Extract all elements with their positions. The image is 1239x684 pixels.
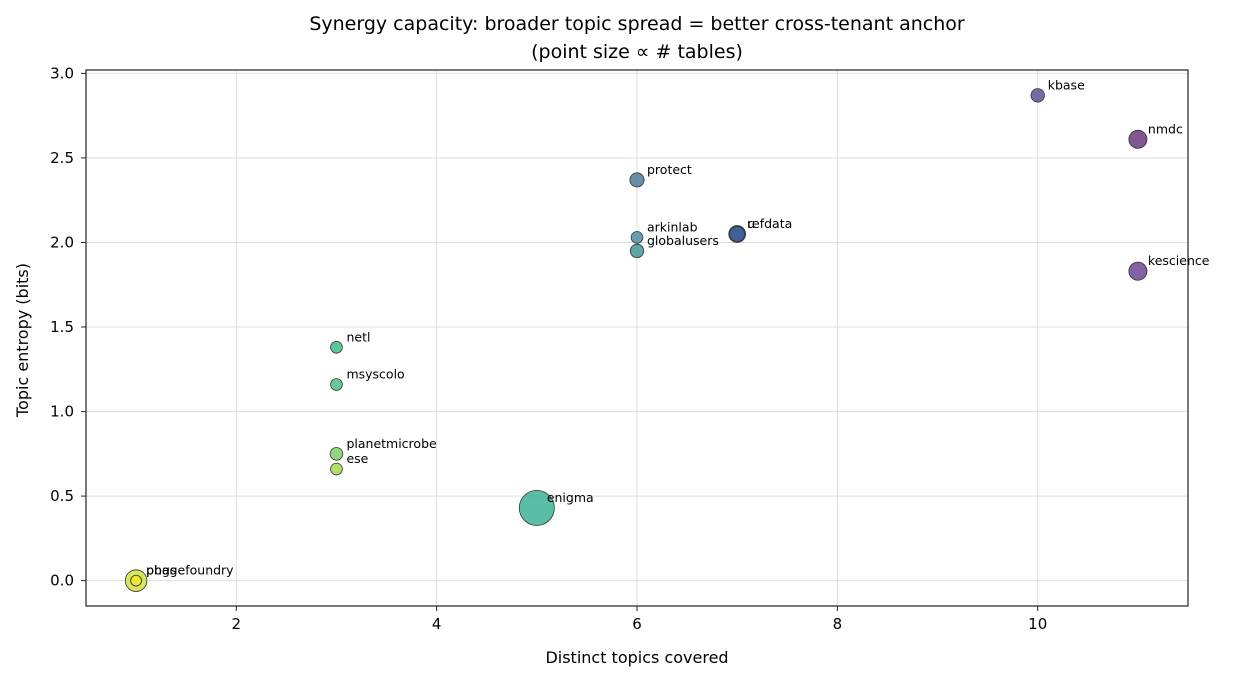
x-tick-label: 10 bbox=[1028, 615, 1047, 633]
point-label-ese: ese bbox=[346, 451, 368, 466]
point-label-kescience: kescience bbox=[1148, 253, 1210, 268]
point-label-globalusers: globalusers bbox=[647, 233, 719, 248]
y-tick-label: 1.0 bbox=[50, 403, 74, 421]
grid-lines bbox=[86, 70, 1188, 606]
scatter-point-refdata bbox=[729, 226, 746, 242]
scatter-point-ese bbox=[330, 462, 343, 476]
y-tick-label: 2.0 bbox=[50, 233, 74, 251]
x-tick-label: 8 bbox=[833, 615, 843, 633]
y-tick-label: 0.0 bbox=[50, 572, 74, 590]
x-tick-label: 2 bbox=[231, 615, 241, 633]
point-label-planetmicrobe: planetmicrobe bbox=[346, 436, 437, 451]
chart-title: Synergy capacity: broader topic spread =… bbox=[309, 13, 965, 35]
point-label-u: u bbox=[747, 216, 755, 231]
point-label-enigma: enigma bbox=[547, 490, 594, 505]
scatter-point-netl bbox=[330, 341, 343, 354]
y-tick-label: 1.5 bbox=[50, 318, 74, 336]
y-tick-label: 0.5 bbox=[50, 487, 74, 505]
point-label-nmdc: nmdc bbox=[1148, 121, 1183, 136]
point-label-arkinlab: arkinlab bbox=[647, 219, 698, 234]
scatter-point-phagefoundry bbox=[130, 574, 142, 587]
scatter-point-enigma bbox=[518, 489, 555, 526]
point-label-netl: netl bbox=[346, 329, 370, 344]
point-label-protect: protect bbox=[647, 162, 692, 177]
point-label-msyscolo: msyscolo bbox=[346, 366, 404, 381]
data-points bbox=[124, 88, 1148, 592]
x-tick-label: 4 bbox=[432, 615, 442, 633]
scatter-point-kescience bbox=[1128, 261, 1148, 281]
point-label-phagefoundry: phagefoundry bbox=[146, 563, 234, 578]
point-label-pbgs: pbgs bbox=[146, 563, 176, 578]
y-tick-label: 3.0 bbox=[50, 64, 74, 82]
scatter-point-globalusers bbox=[629, 243, 645, 259]
y-axis-label: Topic entropy (bits) bbox=[13, 263, 32, 418]
x-axis-label: Distinct topics covered bbox=[545, 648, 728, 667]
point-label-kbase: kbase bbox=[1048, 77, 1085, 92]
scatter-point-kbase bbox=[1030, 88, 1045, 103]
chart-subtitle: (point size ∝ # tables) bbox=[531, 41, 743, 63]
scatter-point-arkinlab bbox=[630, 231, 644, 244]
scatter-point-planetmicrobe bbox=[329, 447, 344, 461]
scatter-point-nmdc bbox=[1128, 129, 1148, 149]
y-tick-label: 2.5 bbox=[50, 149, 74, 167]
axes: 2 4 6 8 10 0.0 0.5 1.0 1.5 2.0 2.5 3.0 bbox=[50, 64, 1189, 633]
scatter-point-msyscolo bbox=[330, 378, 343, 391]
point-label-refdata: refdata bbox=[747, 216, 792, 231]
x-tick-label: 6 bbox=[632, 615, 642, 633]
scatter-point-protect bbox=[629, 172, 645, 188]
